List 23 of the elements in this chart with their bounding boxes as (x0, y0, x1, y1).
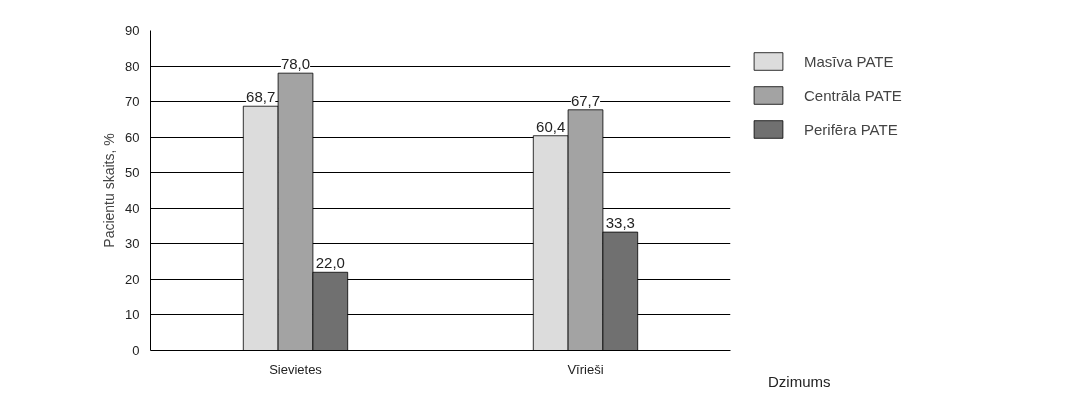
y-tick-label: 0 (132, 343, 140, 358)
y-tick-label: 60 (125, 129, 140, 145)
legend-label: Masīva PATE (804, 52, 894, 70)
x-axis-title: Dzimums (768, 372, 831, 390)
y-tick-label: 30 (125, 236, 140, 252)
y-tick-label: 50 (125, 165, 140, 181)
data-label: 68,7 (246, 88, 276, 106)
y-tick-label: 20 (125, 271, 140, 287)
data-label: 33,3 (605, 214, 635, 232)
y-tick-label: 40 (125, 200, 140, 216)
y-tick-label: 70 (125, 94, 140, 110)
legend-label: Centrāla PATE (804, 86, 902, 104)
data-label: 60,4 (536, 117, 566, 135)
y-tick-label: 90 (125, 23, 140, 38)
data-label: 78,0 (280, 55, 311, 73)
y-tick-label: 10 (125, 307, 140, 323)
data-label: 67,7 (570, 91, 601, 109)
x-tick-label: Sievietes (269, 361, 323, 377)
data-label: 22,0 (315, 254, 345, 272)
y-tick-label: 80 (125, 58, 140, 74)
x-tick-label: Vīrieši (567, 361, 604, 377)
y-axis-title: Pacientu skaits, % (101, 133, 118, 248)
legend-label: Perifēra PATE (804, 120, 898, 138)
